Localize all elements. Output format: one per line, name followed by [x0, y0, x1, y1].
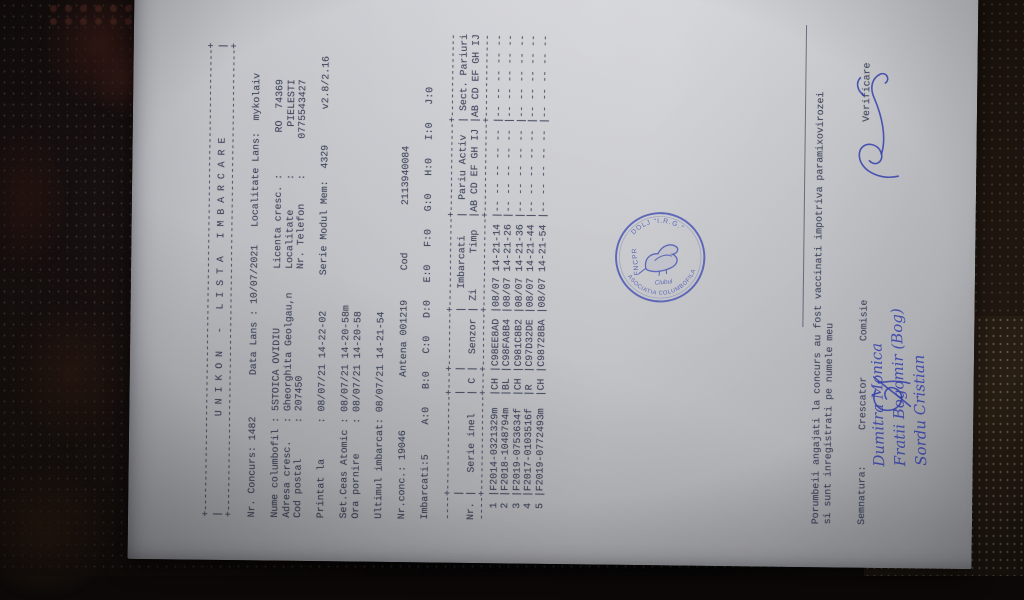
stamp-inner-ring [619, 216, 702, 299]
fabric-flower-dots [46, 2, 136, 28]
signature-stroke [856, 76, 866, 97]
stamp-left-text: FNCPR [631, 247, 641, 275]
club-stamp: DOLJ “I.R.G.” ASOCIATIA COLUMBOFILA FNCP… [615, 212, 706, 303]
document-printed-text: +---------------------------------------… [200, 33, 551, 521]
verificare-signature [856, 72, 900, 179]
document-rotated-content: +---------------------------------------… [127, 0, 978, 569]
fabric-flower [10, 300, 130, 450]
signature-separator-line [802, 25, 808, 328]
stamp-outer-ring [615, 212, 706, 303]
document-paper: +---------------------------------------… [127, 0, 979, 570]
pigeon-icon [638, 244, 679, 276]
signature-stroke [873, 386, 903, 412]
handwritten-name: Sordu Cristian [909, 354, 931, 466]
stamp-center-text: Clubul [654, 278, 673, 287]
signature-stroke [872, 376, 912, 408]
signature-stroke [871, 72, 889, 155]
fabric-flower [0, 120, 70, 280]
signature-stroke [858, 143, 900, 179]
crescator-signature [872, 376, 912, 412]
handwritten-names: Dumitra Monica Fratii Bogomir (Bog) Sord… [863, 206, 932, 467]
